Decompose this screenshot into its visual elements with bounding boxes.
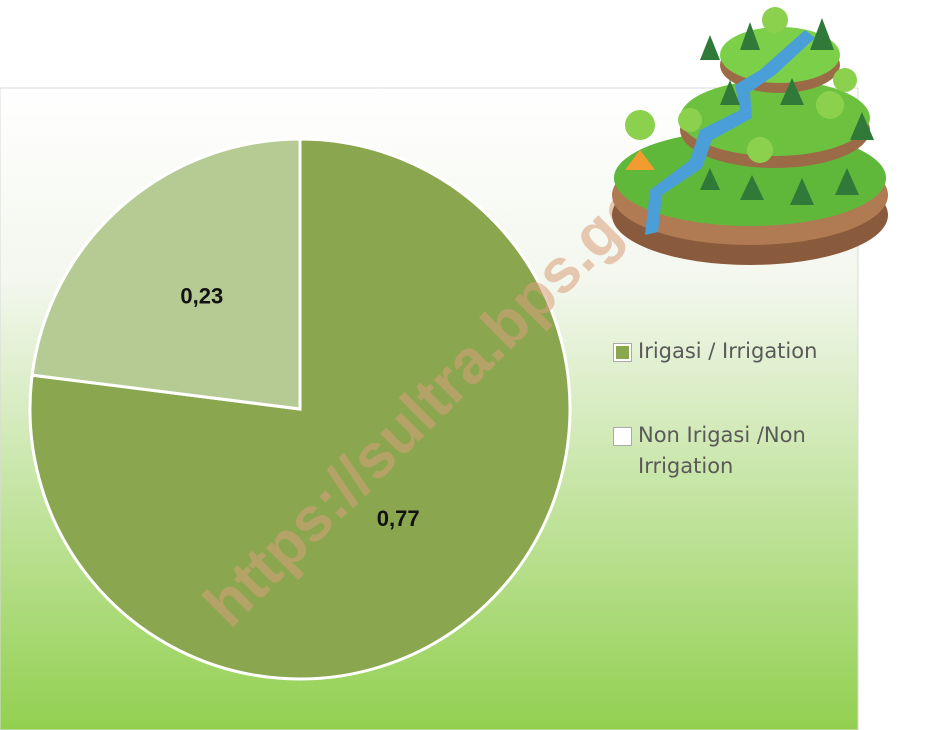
data-label: 0,23 (180, 283, 223, 308)
legend-item: Non Irigasi /Non Irrigation (614, 420, 854, 482)
page: 0,770,23 https://sultra.bps.go Irigasi /… (0, 0, 927, 730)
legend-item: Irigasi / Irrigation (614, 336, 854, 367)
data-label: 0,77 (377, 506, 420, 531)
legend-swatch (614, 428, 631, 445)
legend-label: Irigasi / Irrigation (638, 336, 838, 367)
legend-label: Non Irigasi /Non Irrigation (638, 420, 838, 482)
pie: 0,77 0,23 (30, 139, 570, 679)
legend-swatch (614, 344, 631, 361)
